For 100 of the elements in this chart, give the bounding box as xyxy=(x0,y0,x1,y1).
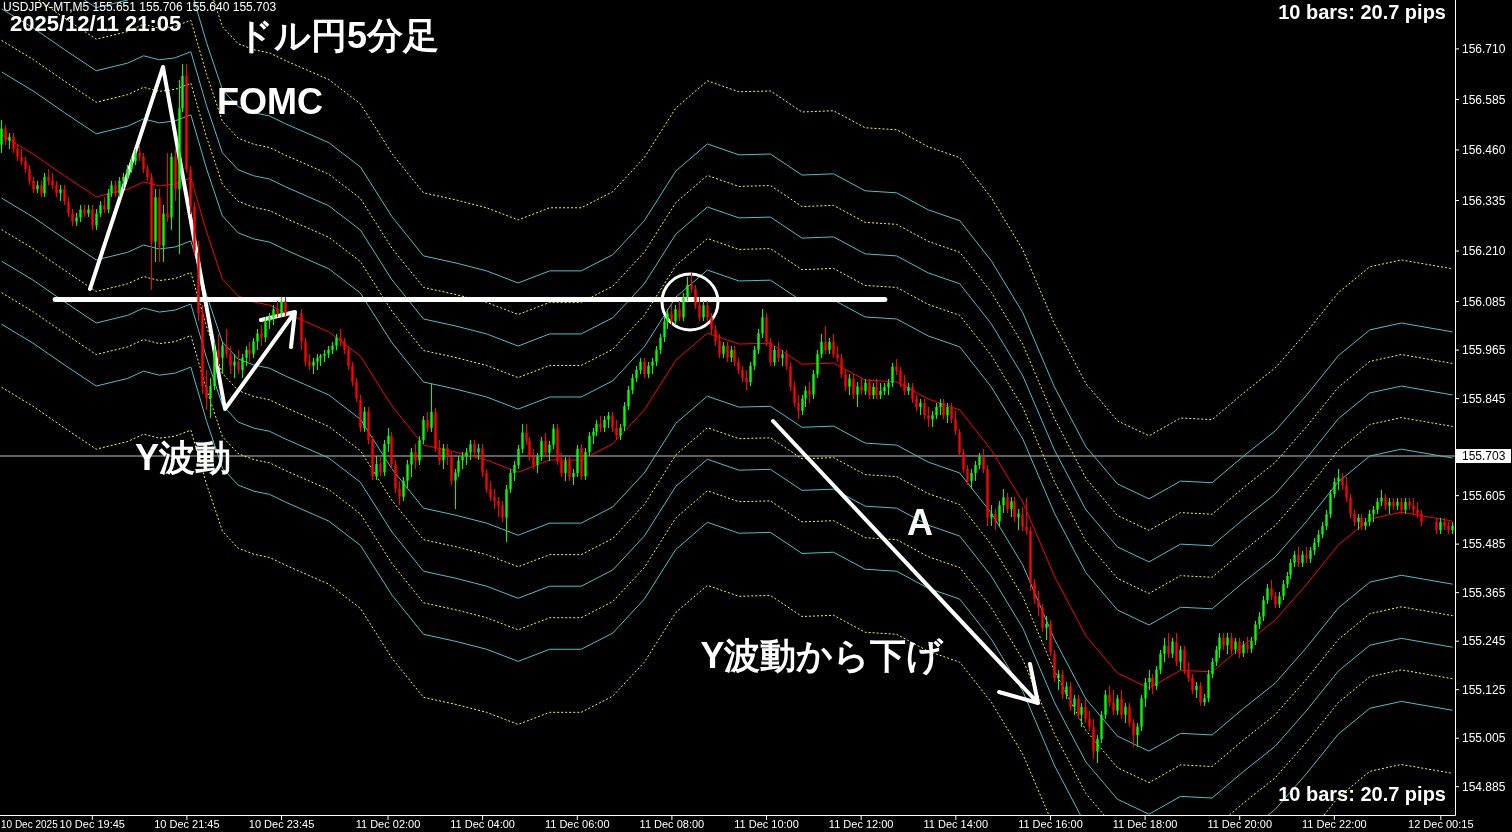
candlestick xyxy=(312,358,315,374)
candlestick xyxy=(737,358,740,374)
candlestick xyxy=(942,399,945,419)
candlestick xyxy=(607,412,610,428)
y-tick-label: 155.485 xyxy=(1462,537,1506,552)
candlestick xyxy=(875,379,878,399)
candlestick xyxy=(1080,703,1083,727)
candlestick xyxy=(1420,510,1423,526)
candlestick xyxy=(47,169,50,185)
candlestick xyxy=(1435,518,1438,534)
candlestick xyxy=(998,501,1001,526)
candlestick xyxy=(603,416,606,432)
candlestick xyxy=(1380,490,1383,506)
candlestick xyxy=(966,465,969,485)
candlestick xyxy=(950,403,953,423)
candlestick xyxy=(126,165,129,181)
candlestick xyxy=(1443,518,1446,530)
chart-subtitle: USDJPY-MT,M5 155.651 155.706 155.640 155.703 xyxy=(3,0,277,14)
candlestick xyxy=(619,424,622,440)
candlestick xyxy=(248,342,251,362)
candlestick xyxy=(655,346,658,366)
candlestick xyxy=(1124,703,1127,723)
x-tick-label: 10 Dec 21:45 xyxy=(154,818,220,830)
candlestick xyxy=(1293,551,1296,567)
candlestick xyxy=(1305,547,1308,563)
candlestick xyxy=(221,342,224,374)
candlestick xyxy=(103,197,106,213)
y-tick-label: 155.605 xyxy=(1462,488,1506,503)
candlestick xyxy=(55,181,58,197)
candlestick xyxy=(450,452,453,485)
candlestick xyxy=(710,313,713,334)
candlestick xyxy=(899,367,902,387)
line-series xyxy=(1267,700,1454,816)
candlestick xyxy=(544,433,547,457)
candlestick xyxy=(521,424,524,453)
candlestick xyxy=(623,402,626,431)
candlestick xyxy=(154,189,157,262)
candlestick xyxy=(256,329,259,350)
candlestick xyxy=(477,444,480,460)
candlestick xyxy=(1360,514,1363,530)
candlestick xyxy=(923,399,926,419)
candlestick xyxy=(28,165,31,185)
candlestick xyxy=(505,485,508,542)
candlestick xyxy=(946,403,949,423)
candlestick xyxy=(1242,641,1245,657)
candlestick xyxy=(1412,498,1415,514)
candlestick xyxy=(16,145,19,161)
candlestick xyxy=(1297,547,1300,567)
candlestick xyxy=(808,382,811,403)
candlestick xyxy=(647,362,650,378)
candlestick xyxy=(300,309,303,350)
candlestick xyxy=(868,379,871,399)
y-tick-label: 156.210 xyxy=(1462,244,1506,259)
candlestick xyxy=(489,481,492,501)
candlestick xyxy=(1144,678,1147,707)
candlestick xyxy=(319,354,322,366)
candlestick xyxy=(406,460,409,489)
candlestick xyxy=(1033,579,1036,604)
candlestick xyxy=(887,379,890,395)
annotation: FOMC xyxy=(217,80,323,122)
candlestick xyxy=(1171,638,1174,658)
candlestick xyxy=(927,407,930,427)
candlestick xyxy=(331,342,334,354)
candlestick xyxy=(1203,694,1206,706)
candlestick xyxy=(907,383,910,395)
candlestick xyxy=(272,305,275,325)
candlestick xyxy=(327,346,330,358)
candlestick xyxy=(465,448,468,465)
candlestick xyxy=(1092,719,1095,759)
candlestick xyxy=(1364,518,1367,530)
candlestick xyxy=(1301,551,1304,567)
candlestick xyxy=(828,338,831,354)
candlestick xyxy=(852,374,855,399)
candlestick xyxy=(1096,735,1099,763)
x-tick-label: 12 Dec 00:15 xyxy=(1408,818,1474,830)
x-tick-label: 11 Dec 08:00 xyxy=(639,818,705,830)
candlestick xyxy=(398,481,401,505)
x-tick-label: 11 Dec 14:00 xyxy=(923,818,989,830)
candlestick xyxy=(1309,547,1312,563)
candlestick xyxy=(1317,530,1320,547)
candlestick xyxy=(678,301,681,321)
candlestick xyxy=(560,453,563,477)
candlestick xyxy=(284,297,287,317)
y-tick-label: 155.965 xyxy=(1462,343,1506,358)
candlestick xyxy=(24,157,27,173)
candlestick xyxy=(343,338,346,354)
candlestick xyxy=(1073,695,1076,715)
candlestick xyxy=(931,411,934,427)
candlestick xyxy=(497,497,500,517)
candlestick xyxy=(1353,510,1356,526)
candlestick xyxy=(686,277,689,301)
candlestick xyxy=(87,205,90,217)
candlestick xyxy=(1006,493,1009,513)
candlestick xyxy=(536,453,539,473)
candlestick xyxy=(513,461,516,481)
candlestick xyxy=(1388,498,1391,514)
candlestick xyxy=(1088,711,1091,731)
candlestick xyxy=(781,350,784,366)
candlestick xyxy=(446,444,449,465)
candlestick xyxy=(856,382,859,407)
